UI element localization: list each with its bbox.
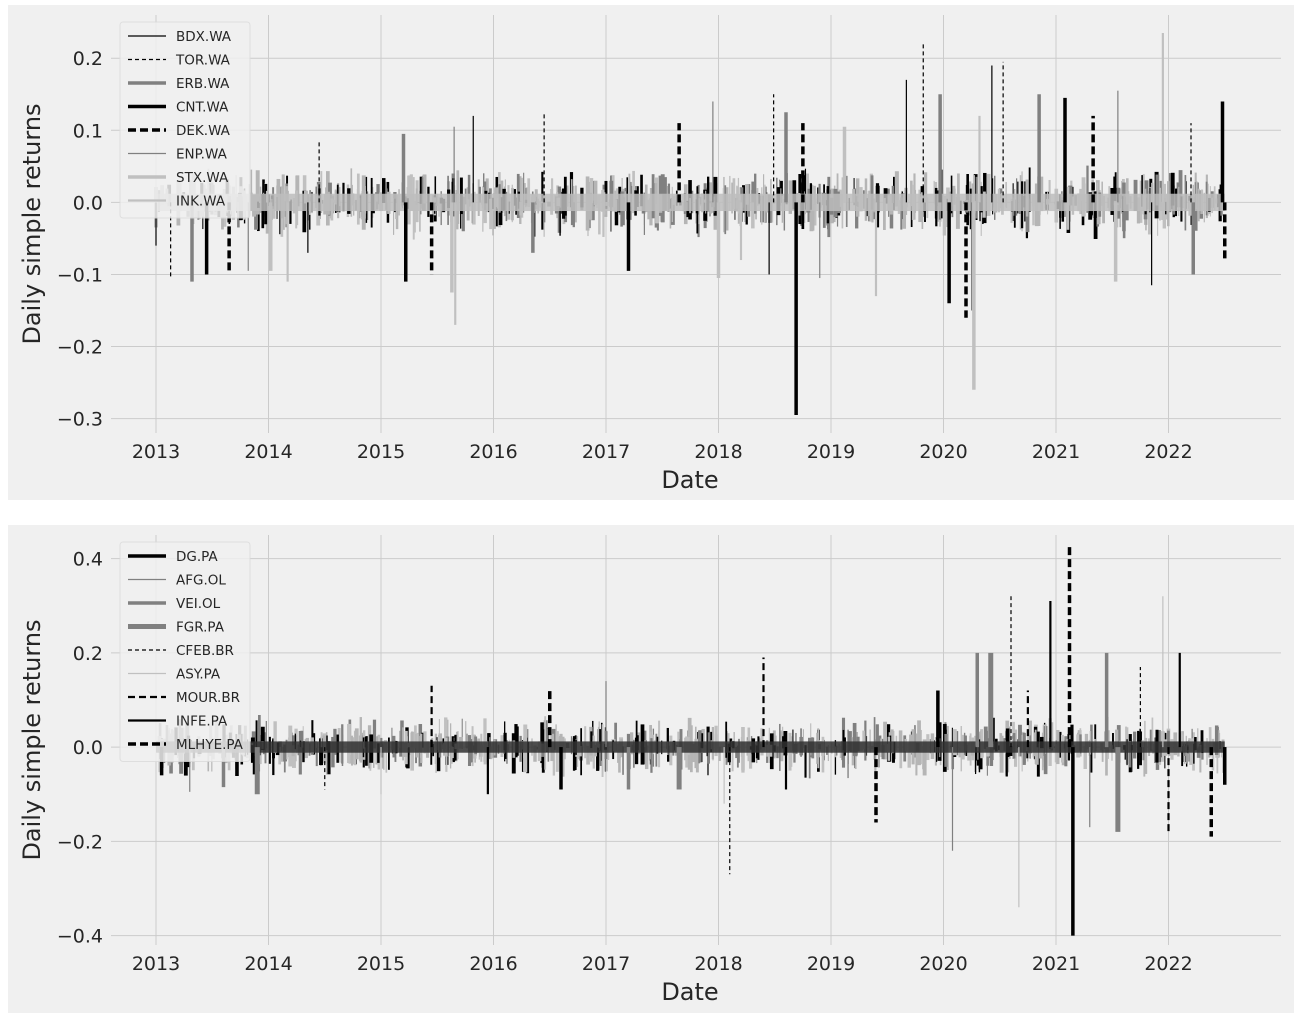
noise-core: [156, 193, 1225, 212]
tick-labels: 2013 2014 2015 2016 2017 2018 2019 2020 2021 2022…: [57, 48, 1193, 463]
legend-label: ERB.WA: [176, 76, 230, 92]
y-tick-label: 0.2: [73, 48, 103, 70]
x-tick-label: 2014: [244, 953, 292, 975]
legend-label: FGR.PA: [176, 620, 225, 636]
y-tick-label: −0.2: [57, 337, 103, 359]
x-axis-title: Date: [661, 978, 718, 1006]
spikes: [155, 33, 1227, 415]
x-axis-title: Date: [661, 466, 718, 494]
y-tick-label: −0.2: [57, 831, 103, 853]
chart-panel-top: 2013 2014 2015 2016 2017 2018 2019 2020 2021 2022…: [8, 5, 1294, 500]
x-tick-label: 2015: [357, 441, 405, 463]
legend-label: MLHYE.PA: [176, 737, 244, 753]
y-axis-title: Daily simple returns: [18, 619, 46, 860]
x-tick-label: 2021: [1032, 441, 1080, 463]
legend-label: DEK.WA: [176, 123, 231, 139]
x-tick-label: 2021: [1032, 953, 1080, 975]
x-tick-label: 2013: [132, 953, 180, 975]
x-tick-label: 2022: [1144, 441, 1192, 463]
x-tick-label: 2020: [919, 441, 967, 463]
chart-top: 2013 2014 2015 2016 2017 2018 2019 2020 2021 2022…: [18, 15, 1281, 494]
legend-label: ASY.PA: [176, 667, 221, 683]
x-tick-label: 2013: [132, 441, 180, 463]
legend-label: TOR.WA: [175, 53, 231, 69]
legend-label: ENP.WA: [176, 147, 228, 163]
y-tick-label: 0.0: [73, 192, 103, 214]
spikes: [159, 544, 1227, 936]
legend-label: CFEB.BR: [176, 643, 234, 659]
legend-label: DG.PA: [176, 549, 218, 565]
x-tick-label: 2019: [807, 953, 855, 975]
legend-label: VEI.OL: [176, 596, 221, 612]
x-tick-label: 2016: [469, 953, 517, 975]
legend-label: INFE.PA: [176, 714, 228, 730]
legend: BDX.WA TOR.WA ERB.WA CNT.WA DEK.WA ENP.WA STX.…: [119, 21, 251, 219]
legend-box: [119, 541, 251, 762]
x-tick-label: 2018: [694, 441, 742, 463]
legend-label: MOUR.BR: [176, 690, 240, 706]
x-tick-label: 2019: [807, 441, 855, 463]
tick-labels: 2013 2014 2015 2016 2017 2018 2019 2020 2021 2022…: [57, 549, 1193, 975]
y-tick-label: 0.2: [73, 643, 103, 665]
x-tick-label: 2016: [469, 441, 517, 463]
legend-label: STX.WA: [176, 170, 229, 186]
x-tick-label: 2018: [694, 953, 742, 975]
legend-label: BDX.WA: [176, 29, 232, 45]
x-tick-label: 2020: [919, 953, 967, 975]
x-tick-label: 2014: [244, 441, 292, 463]
x-tick-label: 2015: [357, 953, 405, 975]
x-tick-label: 2017: [582, 953, 630, 975]
y-tick-label: −0.1: [57, 264, 103, 286]
noise-core: [156, 741, 1225, 753]
y-tick-label: −0.4: [57, 926, 103, 948]
y-tick-label: 0.4: [73, 549, 103, 571]
y-tick-label: −0.3: [57, 409, 103, 431]
chart-panel-bottom: 2013 2014 2015 2016 2017 2018 2019 2020 2021 2022…: [8, 525, 1294, 1013]
x-tick-label: 2022: [1144, 953, 1192, 975]
series-noise-band: [156, 715, 1225, 779]
legend-label: INK.WA: [176, 194, 226, 210]
legend: DG.PA AFG.OL VEI.OL FGR.PA CFEB.BR ASY.PA MOUR…: [119, 541, 251, 762]
y-tick-label: 0.1: [73, 120, 103, 142]
legend-box: [119, 21, 251, 219]
legend-label: AFG.OL: [176, 573, 226, 589]
y-tick-label: 0.0: [73, 737, 103, 759]
chart-bottom: 2013 2014 2015 2016 2017 2018 2019 2020 2021 2022…: [18, 535, 1281, 1006]
y-axis-title: Daily simple returns: [18, 103, 46, 344]
legend-label: CNT.WA: [176, 100, 229, 116]
series-noise-band: [154, 165, 1225, 240]
x-tick-label: 2017: [582, 441, 630, 463]
